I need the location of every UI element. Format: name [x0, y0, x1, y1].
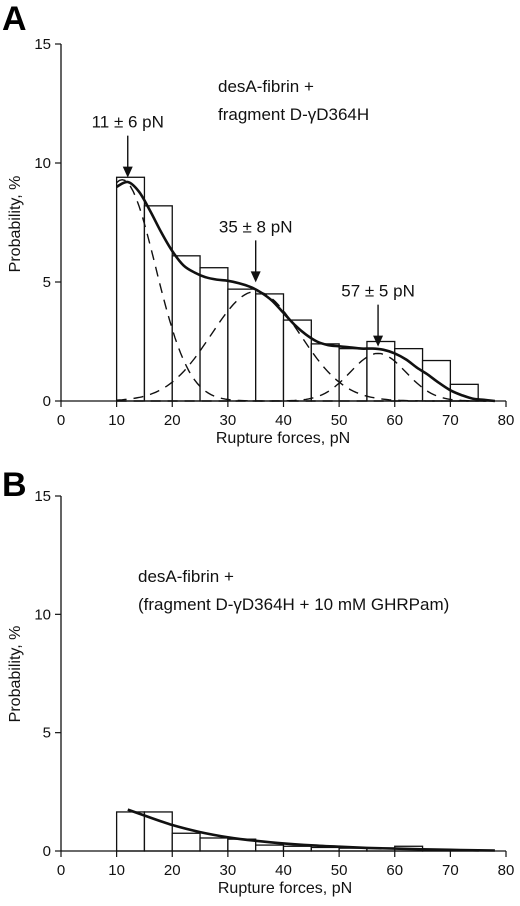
panel-b-x-tick-label: 40: [275, 862, 292, 879]
panel-a-x-tick-label: 30: [220, 412, 237, 429]
panel-b-x-tick-label: 20: [164, 862, 181, 879]
panel-a-y-tick-label: 5: [43, 274, 51, 291]
panel-b-x-tick-label: 70: [442, 862, 459, 879]
panel-b-x-tick-label: 60: [386, 862, 403, 879]
panel-b-axes: 0 10 20 30 40 50 60 70 80 0 5 10 15: [34, 488, 514, 879]
panel-a-bar: [227, 288, 257, 402]
panel-a-x-tick-label: 60: [386, 412, 403, 429]
panel-b-x-axis-label: Rupture forces, pN: [218, 880, 352, 897]
panel-b-letter: B: [2, 466, 27, 504]
panel-a-x-tick-label: 40: [275, 412, 292, 429]
panel-a-x-tick-label: 20: [164, 412, 181, 429]
panel-b-x-tick-label: 30: [220, 862, 237, 879]
panel-b-bar: [115, 811, 146, 852]
panel-b-legend-line-2: (fragment D-γD364H + 10 mM GHRPam): [138, 595, 449, 614]
panel-a-bars: [115, 176, 479, 402]
panel-a-peak-label: 11 ± 6 pN: [92, 113, 164, 132]
panel-a-bar: [338, 347, 368, 402]
panel-a-x-axis-label: Rupture forces, pN: [216, 430, 350, 447]
panel-a-fit-curve: [115, 180, 496, 403]
panel-a-peak-arrowhead: [373, 335, 384, 347]
panel-a-x-tick-label: 0: [57, 412, 65, 429]
panel-a-bar: [143, 205, 173, 402]
panel-a-y-tick-label: 15: [34, 36, 51, 53]
panel-b-y-tick-label: 0: [43, 843, 51, 860]
panel-a-bar: [282, 319, 312, 402]
panel-a-x-tick-label: 10: [108, 412, 125, 429]
panel-a-y-tick-label: 10: [34, 155, 51, 172]
panel-a-axes: 0 10 20 30 40 50 60 70 80 0 5 10 15: [34, 36, 514, 429]
panel-a-peak-arrowhead: [122, 166, 133, 178]
panel-b-y-tick-label: 5: [43, 725, 51, 742]
panel-b-bar: [171, 832, 201, 852]
panel-a-y-axis-label: Probability, %: [7, 176, 24, 273]
panel-b-fit-curve: [127, 808, 495, 852]
panel-b-bar: [282, 845, 312, 852]
panel-b-bar: [255, 844, 285, 852]
panel-b-x-tick-label: 10: [108, 862, 125, 879]
panel-b-y-axis-label: Probability, %: [7, 626, 24, 723]
panel-b-y-tick-label: 10: [34, 606, 51, 623]
panel-b-x-tick-label: 50: [331, 862, 348, 879]
panel-a-component-curve: [116, 290, 495, 402]
panel-a-bar: [199, 267, 229, 402]
panel-a-peak-label: 35 ± 8 pN: [219, 217, 293, 236]
panel-a-x-tick-label: 80: [498, 412, 515, 429]
panel-a-letter: A: [2, 0, 27, 38]
panel-b-legend-line-1: desA-fibrin +: [138, 567, 234, 586]
panel-b-x-tick-label: 0: [57, 862, 65, 879]
panel-a-x-tick-label: 50: [331, 412, 348, 429]
panel-a-y-tick-label: 0: [43, 393, 51, 410]
panel-b-bar: [199, 837, 229, 852]
panel-a-legend-line-2: fragment D-γD364H: [218, 105, 369, 124]
panel-a-bar: [115, 176, 146, 402]
panel-a-peak-label: 57 ± 5 pN: [341, 282, 415, 301]
panel-a-x-tick-label: 70: [442, 412, 459, 429]
panel-a-legend-line-1: desA-fibrin +: [218, 77, 314, 96]
panel-a: A 0 10 20 30 40 50 60 70 80 0 5 10 15 11 ± 6 pN 35 ± …: [2, 0, 514, 447]
panel-b-x-tick-label: 80: [498, 862, 515, 879]
panel-a-annotations: 11 ± 6 pN 35 ± 8 pN 57 ± 5 pN: [92, 113, 415, 347]
panel-a-bar: [171, 255, 201, 402]
panel-b-y-tick-label: 15: [34, 488, 51, 505]
panel-a-component-curve: [116, 352, 495, 402]
panel-a-peak-arrowhead: [250, 271, 261, 283]
